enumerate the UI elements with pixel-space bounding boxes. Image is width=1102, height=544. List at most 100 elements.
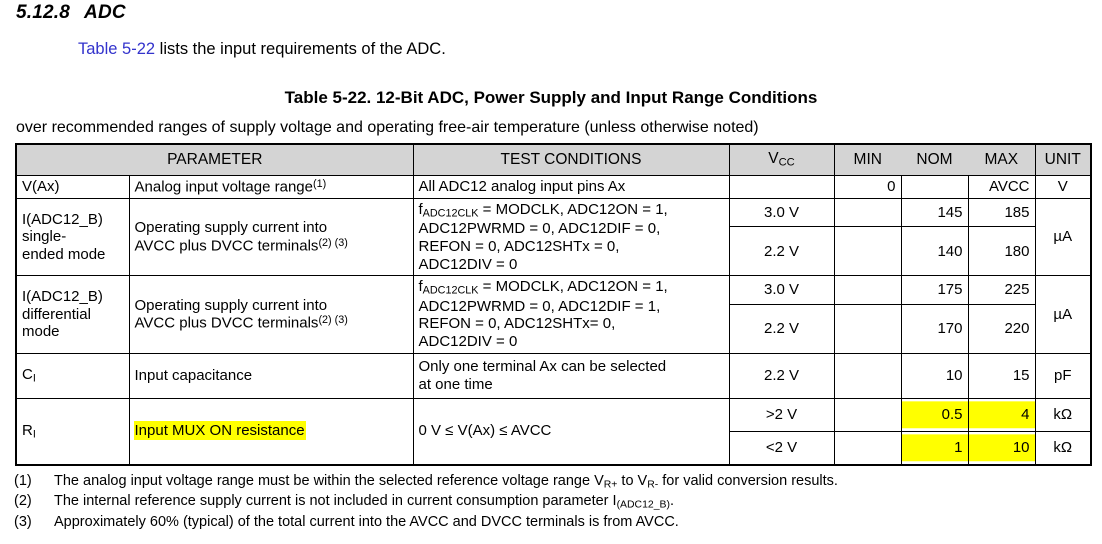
cell-nom	[900, 174, 969, 200]
table-header-row: PARAMETER TEST CONDITIONS VCC MIN NOM MA…	[15, 143, 1092, 176]
footnote-text: The analog input voltage range must be w…	[54, 473, 838, 491]
column-header-test-conditions: TEST CONDITIONS	[412, 143, 730, 176]
cell-description: Input capacitance	[128, 352, 414, 399]
cell-vcc	[728, 174, 835, 200]
description-line-2: AVCC plus DVCC terminals(2) (3)	[134, 314, 348, 332]
symbol-line-2: differential	[22, 305, 91, 323]
cell-min	[833, 303, 902, 354]
footnote-marker: (2)	[14, 493, 32, 510]
footnote-marker: (1)	[14, 473, 32, 489]
column-header-min: MIN	[833, 143, 901, 176]
section-heading: 5.12.8 ADC	[16, 2, 126, 24]
table-row: V(Ax) Analog input voltage range(1) All …	[15, 174, 1092, 200]
cell-test-conditions: fADC12CLK = MODCLK, ADC12ON = 1, ADC12PW…	[412, 198, 730, 277]
symbol-line-1: I(ADC12_B)	[22, 287, 103, 305]
cell-test-conditions: 0 V ≤ V(Ax) ≤ AVCC	[412, 397, 730, 466]
symbol-line-3: ended mode	[22, 246, 106, 264]
condition-line-2: at one time	[418, 375, 493, 393]
cell-description: Input MUX ON resistance	[128, 397, 414, 466]
condition-line-4: ADC12DIV = 0	[418, 255, 518, 273]
highlighted-text: Input MUX ON resistance	[134, 422, 305, 440]
cell-vcc: >2 V	[728, 397, 835, 432]
column-header-vcc: VCC	[728, 143, 835, 176]
cell-nom: 1	[900, 430, 969, 466]
footnote-marker: (3)	[14, 513, 32, 530]
cell-symbol: I(ADC12_B) differential mode	[15, 275, 130, 354]
cell-description: Operating supply current into AVCC plus …	[128, 198, 414, 277]
spec-table-wrapper: PARAMETER TEST CONDITIONS VCC MIN NOM MA…	[15, 143, 1092, 466]
section-title: ADC	[84, 2, 126, 23]
intro-paragraph: Table 5-22 lists the input requirements …	[78, 40, 446, 59]
cell-nom: 140	[900, 226, 969, 277]
cell-min	[833, 352, 902, 399]
cell-max: 185	[967, 198, 1036, 228]
cell-max: 10	[967, 430, 1036, 466]
column-header-unit: UNIT	[1034, 143, 1092, 176]
cell-vcc: 2.2 V	[728, 352, 835, 399]
section-number: 5.12.8	[16, 2, 71, 23]
cell-symbol: I(ADC12_B) single- ended mode	[15, 198, 130, 277]
footnote-item: (2) The internal reference supply curren…	[14, 492, 1084, 512]
table-row: I(ADC12_B) single- ended mode Operating …	[15, 198, 1092, 277]
cell-nom: 170	[900, 303, 969, 354]
cell-unit: µA	[1034, 275, 1092, 354]
table-row: CI Input capacitance Only one terminal A…	[15, 352, 1092, 399]
cell-vcc: 3.0 V	[728, 275, 835, 305]
cell-min	[833, 397, 902, 432]
table-row: I(ADC12_B) differential mode Operating s…	[15, 275, 1092, 354]
cell-min	[833, 198, 902, 228]
cell-max: 15	[967, 352, 1036, 399]
condition-line-3: REFON = 0, ADC12SHTx= 0,	[418, 315, 616, 333]
cell-max: 220	[967, 303, 1036, 354]
cell-vcc: <2 V	[728, 430, 835, 466]
footnote-text: Approximately 60% (typical) of the total…	[54, 513, 679, 530]
table-cross-reference-link[interactable]: Table 5-22	[78, 40, 156, 58]
column-header-max: MAX	[968, 143, 1036, 176]
footnote-text: The internal reference supply current is…	[54, 493, 674, 511]
cell-nom: 145	[900, 198, 969, 228]
cell-unit: kΩ	[1034, 397, 1092, 432]
cell-unit: V	[1034, 174, 1092, 200]
symbol-line-1: I(ADC12_B)	[22, 210, 103, 228]
symbol-line-2: single-	[22, 228, 67, 246]
table-conditions-note: over recommended ranges of supply voltag…	[16, 119, 759, 136]
condition-line-1: fADC12CLK = MODCLK, ADC12ON = 1,	[418, 278, 668, 297]
cell-max: AVCC	[967, 174, 1036, 200]
cell-unit: pF	[1034, 352, 1092, 399]
cell-min: 0	[833, 174, 902, 200]
cell-max: 225	[967, 275, 1036, 305]
description-line-1: Operating supply current into	[134, 219, 328, 237]
cell-vcc: 2.2 V	[728, 226, 835, 277]
column-header-parameter: PARAMETER	[15, 143, 414, 176]
cell-vcc: 2.2 V	[728, 303, 835, 354]
condition-line-2: ADC12PWRMD = 0, ADC12DIF = 1,	[418, 297, 661, 315]
cell-test-conditions: All ADC12 analog input pins Ax	[412, 174, 730, 200]
cell-symbol: V(Ax)	[15, 174, 130, 200]
cell-symbol: RI	[15, 397, 130, 466]
spec-table: PARAMETER TEST CONDITIONS VCC MIN NOM MA…	[15, 143, 1092, 466]
cell-description: Analog input voltage range(1)	[128, 174, 414, 200]
cell-vcc: 3.0 V	[728, 198, 835, 228]
cell-symbol: CI	[15, 352, 130, 399]
condition-line-1: fADC12CLK = MODCLK, ADC12ON = 1,	[418, 201, 668, 220]
cell-min	[833, 430, 902, 466]
column-header-nom: NOM	[901, 143, 968, 176]
intro-text: lists the input requirements of the ADC.	[155, 40, 446, 58]
cell-nom: 0.5	[900, 397, 969, 432]
condition-line-3: REFON = 0, ADC12SHTx = 0,	[418, 238, 620, 256]
cell-nom: 10	[900, 352, 969, 399]
cell-test-conditions: Only one terminal Ax can be selected at …	[412, 352, 730, 399]
cell-max: 4	[967, 397, 1036, 432]
cell-unit: kΩ	[1034, 430, 1092, 466]
symbol-line-3: mode	[22, 323, 60, 341]
condition-line-4: ADC12DIV = 0	[418, 332, 518, 350]
condition-line-1: Only one terminal Ax can be selected	[418, 357, 667, 375]
cell-min	[833, 275, 902, 305]
cell-unit: µA	[1034, 198, 1092, 277]
cell-description: Operating supply current into AVCC plus …	[128, 275, 414, 354]
condition-line-2: ADC12PWRMD = 0, ADC12DIF = 0,	[418, 220, 661, 238]
cell-max: 180	[967, 226, 1036, 277]
footnote-item: (1) The analog input voltage range must …	[14, 472, 1084, 492]
cell-nom: 175	[900, 275, 969, 305]
cell-min	[833, 226, 902, 277]
